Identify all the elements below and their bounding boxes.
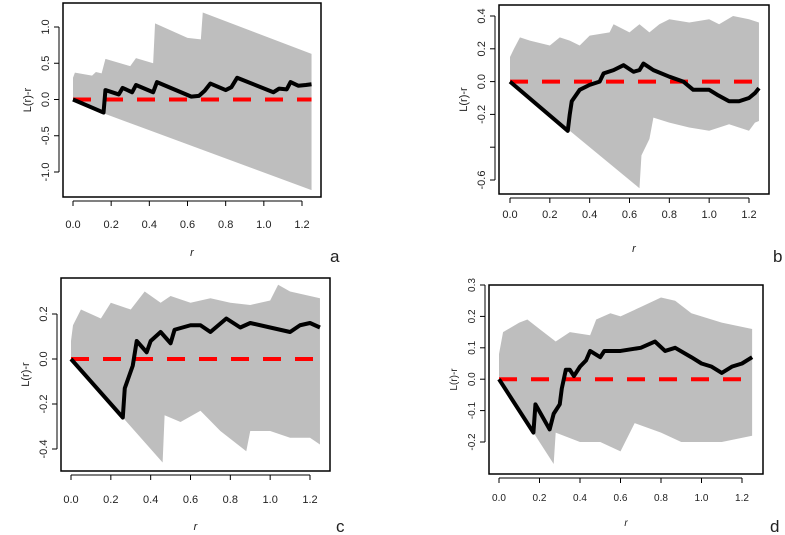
x-axis-label: r — [194, 521, 199, 533]
x-tick-label: 0.6 — [614, 493, 628, 504]
y-tick-label: 0.0 — [40, 92, 52, 107]
x-tick-label: 0.6 — [183, 494, 198, 506]
y-tick-label: 0.2 — [476, 41, 488, 56]
x-tick-label: 0.0 — [502, 209, 517, 221]
x-tick-label: 0.8 — [223, 494, 238, 506]
observed-line — [72, 75, 312, 115]
panel-label: c — [336, 517, 345, 535]
panel-label: d — [770, 517, 779, 535]
y-tick-label: 0.2 — [38, 306, 50, 321]
y-axis-label: L(r)-r — [22, 87, 34, 112]
y-tick-label: -0.2 — [476, 105, 488, 124]
plot-frame — [60, 277, 331, 472]
y-tick-label: 0.4 — [476, 8, 488, 23]
x-tick-label: 0.4 — [573, 493, 587, 504]
y-tick-label: 0.0 — [467, 372, 478, 386]
observed-line — [508, 61, 761, 133]
plot-area — [497, 297, 754, 464]
x-tick-label: 0.2 — [103, 494, 118, 506]
x-axis-label: r — [624, 518, 628, 529]
x-tick-label: 0.4 — [142, 219, 157, 231]
x-tick-label: 1.0 — [702, 209, 717, 221]
x-tick-label: 0.8 — [218, 219, 233, 231]
y-axis-label: L(r)-r — [20, 362, 32, 387]
x-tick-label: 1.2 — [735, 493, 749, 504]
panel-b: 0.0 0.2 0.4 0.6 0.8 1.0 1.2 -0.6 -0.2 0.0 0.2 0.4 L(… — [458, 4, 782, 266]
panel-label: a — [330, 247, 340, 266]
x-tick-label: 0.2 — [104, 219, 119, 231]
plot-area — [508, 16, 761, 189]
panel-label: b — [773, 247, 782, 266]
x-tick-label: 0.0 — [492, 493, 506, 504]
simulation-envelope — [73, 12, 312, 191]
y-tick-label: 0.0 — [476, 74, 488, 89]
y-axis-label: L(r)-r — [458, 87, 470, 112]
y-tick-label: -0.4 — [38, 440, 50, 459]
x-tick-label: 1.0 — [256, 219, 271, 231]
x-tick-label: 1.0 — [263, 494, 278, 506]
x-tick-label: 1.2 — [302, 494, 317, 506]
x-tick-label: 0.6 — [622, 209, 637, 221]
x-tick-label: 0.0 — [63, 494, 78, 506]
panel-c: 0.0 0.2 0.4 0.6 0.8 1.0 1.2 -0.4 -0.2 0.0 0.2 L(r)-… — [20, 277, 345, 535]
simulation-envelope — [510, 16, 759, 189]
x-tick-label: 1.2 — [741, 209, 756, 221]
x-tick-label: 0.4 — [143, 494, 158, 506]
x-tick-label: 0.4 — [582, 209, 597, 221]
x-tick-label: 1.2 — [294, 219, 309, 231]
y-axis-label: L(r)-r — [449, 368, 460, 391]
y-tick-label: -1.0 — [40, 163, 52, 182]
y-tick-label: 0.0 — [38, 351, 50, 366]
plot-frame — [488, 284, 764, 475]
panel-a: 0.0 0.2 0.4 0.6 0.8 1.0 1.2 -1.0 -0.5 0.0 0.5 1.0 L(… — [22, 2, 340, 266]
simulation-envelope — [499, 297, 753, 464]
observed-line — [69, 316, 321, 420]
y-tick-label: -0.6 — [476, 171, 488, 190]
x-tick-label: 0.6 — [180, 219, 195, 231]
plot-area — [69, 284, 321, 463]
y-tick-label: -0.2 — [38, 395, 50, 414]
y-tick-label: -0.2 — [467, 433, 478, 451]
x-tick-label: 0.0 — [65, 219, 80, 231]
x-tick-label: 0.2 — [533, 493, 547, 504]
x-axis-label: r — [190, 247, 195, 259]
y-tick-label: 0.2 — [467, 309, 478, 323]
y-tick-label: 0.3 — [467, 278, 478, 292]
y-tick-label: 1.0 — [40, 19, 52, 34]
plot-area — [72, 12, 312, 191]
x-axis-label: r — [632, 243, 637, 255]
y-tick-label: -0.5 — [40, 126, 52, 145]
y-tick-label: -0.1 — [467, 402, 478, 420]
x-tick-label: 0.8 — [654, 493, 668, 504]
simulation-envelope — [71, 284, 320, 463]
y-tick-label: 0.1 — [467, 340, 478, 354]
x-tick-label: 0.2 — [542, 209, 557, 221]
y-tick-label: 0.5 — [40, 56, 52, 71]
x-tick-label: 1.0 — [695, 493, 709, 504]
x-tick-label: 0.8 — [662, 209, 677, 221]
plot-frame — [498, 4, 770, 195]
observed-line — [497, 339, 754, 435]
panel-d: 0.0 0.2 0.4 0.6 0.8 1.0 1.2 -0.2 -0.1 0.0 0.1 0.2 0.… — [449, 278, 779, 535]
plot-frame — [62, 2, 322, 198]
